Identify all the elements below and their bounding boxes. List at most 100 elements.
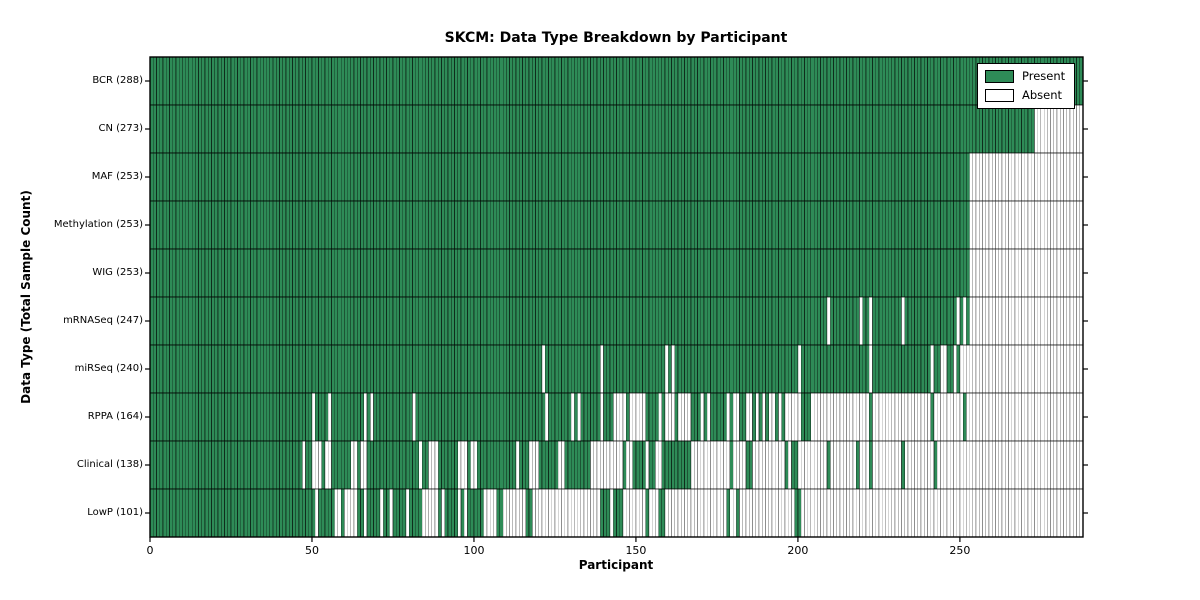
cell	[259, 200, 264, 250]
cell	[661, 392, 666, 442]
cell	[868, 440, 873, 490]
cell	[910, 248, 915, 298]
cell	[1040, 104, 1045, 154]
cell	[745, 152, 750, 202]
cell	[868, 56, 873, 106]
cell	[1063, 152, 1068, 202]
cell	[327, 392, 332, 442]
cell	[748, 56, 753, 106]
cell	[778, 248, 783, 298]
cell	[949, 440, 954, 490]
cell	[454, 440, 459, 490]
cell	[269, 440, 274, 490]
row-label-cn: CN (273)	[98, 123, 143, 134]
cell	[885, 152, 889, 202]
cell	[664, 200, 669, 250]
cell	[985, 488, 990, 538]
cell	[386, 248, 391, 298]
cell	[1040, 344, 1045, 394]
cell	[486, 56, 491, 106]
cell	[810, 440, 815, 490]
cell	[664, 104, 669, 154]
cell	[188, 56, 193, 106]
cell	[431, 296, 436, 346]
cell	[716, 296, 721, 346]
cell	[441, 488, 446, 538]
cell	[282, 56, 287, 106]
cell	[923, 56, 928, 106]
cell	[256, 344, 261, 394]
cell	[425, 488, 429, 538]
cell	[220, 296, 225, 346]
cell	[804, 440, 808, 490]
cell	[616, 488, 621, 538]
cell	[570, 56, 575, 106]
cell	[590, 248, 595, 298]
cell	[369, 200, 374, 250]
cell	[169, 200, 174, 250]
cell	[353, 344, 358, 394]
cell	[930, 104, 935, 154]
cell	[833, 248, 838, 298]
cell	[395, 200, 400, 250]
cell	[723, 248, 727, 298]
cell	[891, 56, 896, 106]
cell	[697, 488, 702, 538]
cell	[408, 344, 413, 394]
cell	[732, 440, 737, 490]
cell	[564, 200, 569, 250]
cell	[415, 344, 420, 394]
cell	[285, 200, 290, 250]
cell	[496, 392, 501, 442]
cell	[885, 488, 889, 538]
cell	[233, 296, 238, 346]
cell	[489, 344, 494, 394]
cell	[930, 296, 935, 346]
cell	[907, 440, 912, 490]
cell	[525, 392, 530, 442]
cell	[1008, 392, 1013, 442]
cell	[509, 296, 514, 346]
cell	[561, 392, 566, 442]
cell	[758, 296, 763, 346]
cell	[829, 296, 834, 346]
cell	[201, 104, 206, 154]
cell	[693, 104, 698, 154]
cell	[518, 152, 523, 202]
cell	[369, 344, 374, 394]
cell	[674, 392, 679, 442]
cell	[525, 440, 530, 490]
cell	[1024, 440, 1029, 490]
cell	[975, 248, 980, 298]
cell	[1011, 104, 1016, 154]
cell	[253, 248, 258, 298]
cell	[1027, 488, 1032, 538]
cell	[881, 56, 886, 106]
cell	[690, 200, 695, 250]
cell	[930, 152, 935, 202]
cell	[852, 296, 857, 346]
cell	[256, 392, 261, 442]
cell	[356, 296, 361, 346]
cell	[933, 200, 938, 250]
cell	[195, 296, 199, 346]
cell	[723, 152, 727, 202]
cell	[1059, 392, 1064, 442]
cell	[616, 56, 621, 106]
cell	[544, 488, 549, 538]
cell	[700, 104, 705, 154]
cell	[917, 104, 922, 154]
cell	[820, 344, 825, 394]
cell	[632, 392, 637, 442]
cell	[684, 56, 689, 106]
cell	[311, 152, 316, 202]
cell	[596, 344, 601, 394]
cell	[813, 296, 818, 346]
cell	[224, 56, 229, 106]
cell	[557, 200, 562, 250]
cell	[191, 56, 196, 106]
cell	[972, 296, 977, 346]
cell	[878, 440, 883, 490]
cell	[250, 488, 255, 538]
cell	[557, 440, 562, 490]
